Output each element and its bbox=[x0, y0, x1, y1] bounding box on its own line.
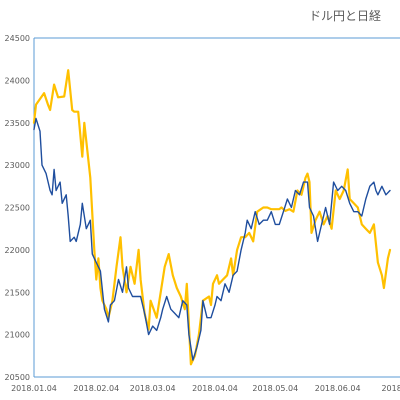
x-tick-label: 2018.03.04 bbox=[130, 384, 176, 393]
x-tick-label: 2018.04.04 bbox=[192, 384, 238, 393]
series-line-2 bbox=[33, 117, 391, 361]
y-tick-label: 22000 bbox=[5, 246, 30, 255]
y-tick-label: 24500 bbox=[5, 34, 30, 43]
x-tick-label: 2018.07 bbox=[381, 384, 400, 393]
chart-title: ドル円と日経 bbox=[309, 9, 381, 23]
y-tick-label: 22500 bbox=[5, 204, 30, 213]
x-tick-label: 2018.06.04 bbox=[315, 384, 361, 393]
y-tick-label: 23000 bbox=[5, 161, 30, 170]
y-tick-label: 24000 bbox=[5, 76, 30, 85]
y-tick-label: 21000 bbox=[5, 331, 30, 340]
series-line-1 bbox=[32, 69, 392, 366]
x-tick-label: 2018.01.04 bbox=[11, 384, 57, 393]
x-tick-label: 2018.05.04 bbox=[252, 384, 298, 393]
y-tick-label: 20500 bbox=[5, 373, 30, 382]
y-tick-label: 21500 bbox=[5, 288, 30, 297]
x-tick-label: 2018.02.04 bbox=[73, 384, 119, 393]
y-tick-label: 23500 bbox=[5, 119, 30, 128]
